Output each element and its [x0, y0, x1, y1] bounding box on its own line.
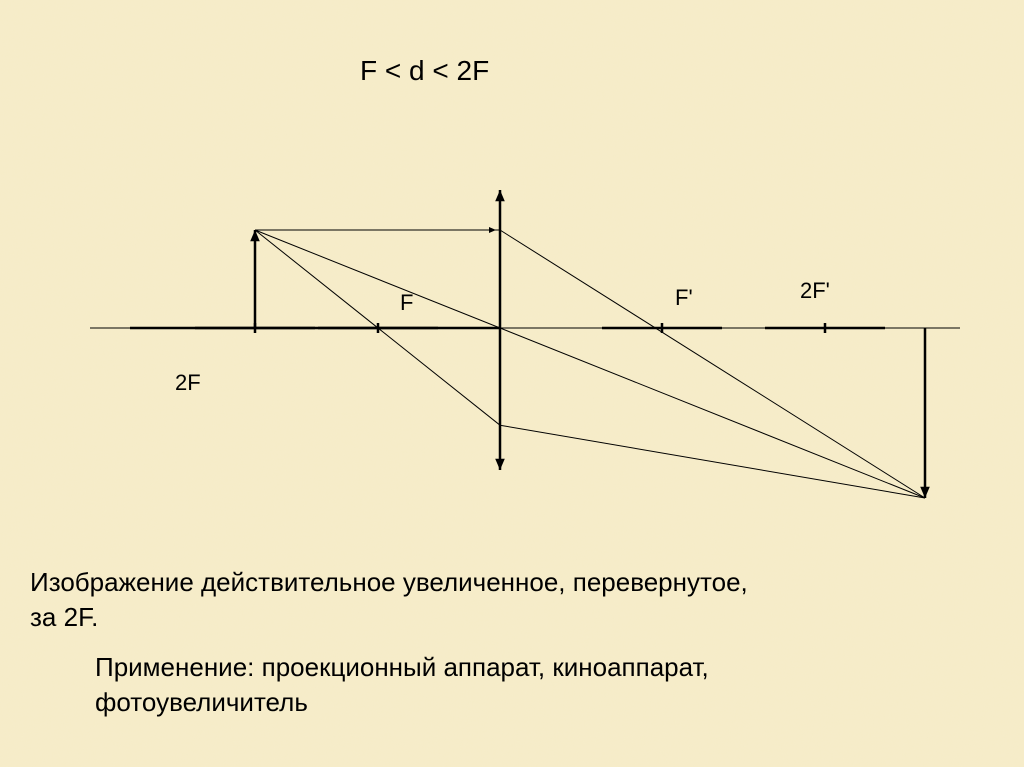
label-F: F [400, 290, 413, 316]
desc-line3: Применение: проекционный аппарат, киноап… [95, 652, 709, 682]
label-2F: 2F [175, 370, 201, 396]
desc-line1: Изображение действительное увеличенное, … [30, 567, 748, 597]
label-F-prime: F' [675, 285, 693, 311]
description-application: Применение: проекционный аппарат, киноап… [95, 650, 709, 720]
label-2F-prime: 2F' [800, 278, 830, 304]
desc-line2: за 2F. [30, 602, 98, 632]
desc-line4: фотоувеличитель [95, 687, 308, 717]
description-image-properties: Изображение действительное увеличенное, … [30, 565, 748, 635]
